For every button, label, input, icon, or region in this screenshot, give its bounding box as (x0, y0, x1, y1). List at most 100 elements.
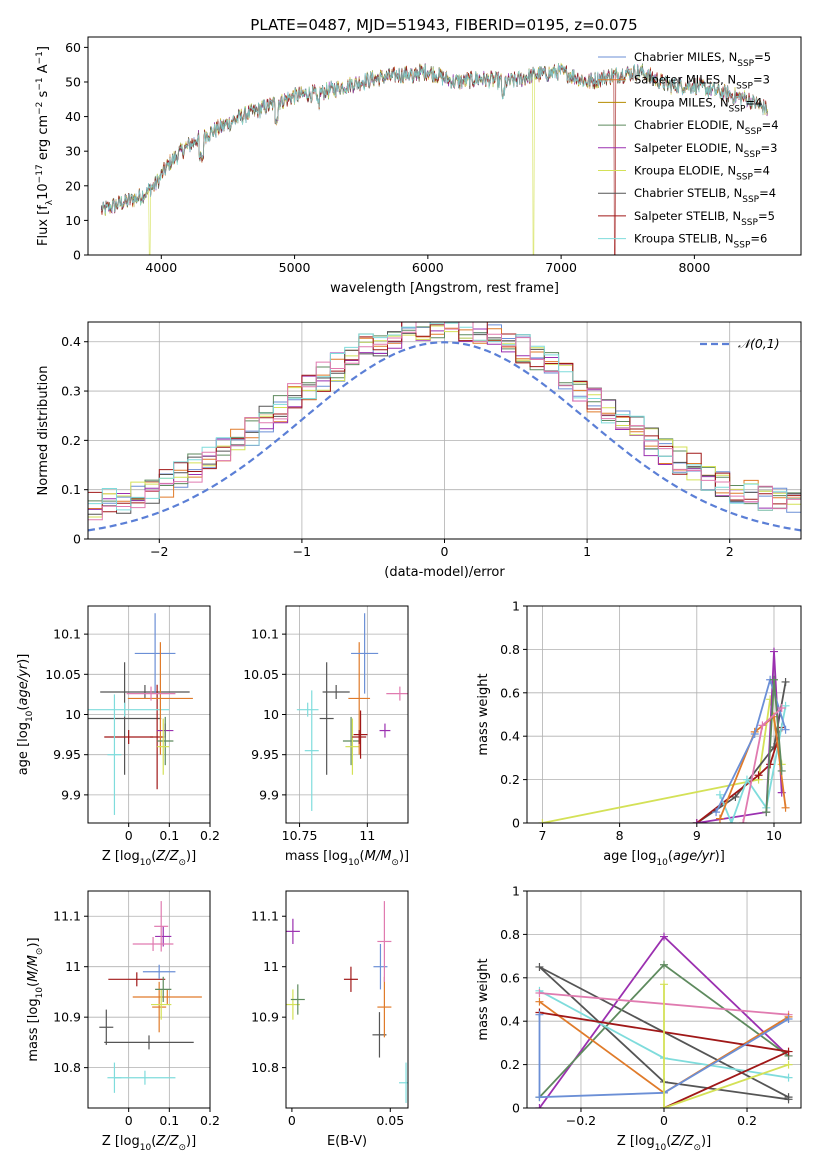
y-tick-label: 1 (512, 599, 520, 614)
x-tick-label: 0.2 (200, 1113, 220, 1128)
legend-entry: Kroupa STELIB, NSSP=6 (634, 232, 767, 251)
error-bar-point (99, 1009, 114, 1045)
mass-weight-marker (538, 819, 547, 823)
error-bar-point (88, 702, 170, 717)
mass-weight-marker (535, 1093, 544, 1102)
figure-title: PLATE=0487, MJD=51943, FIBERID=0195, z=0… (250, 16, 637, 34)
x-tick-label: 5000 (279, 260, 311, 275)
x-tick-label: 0 (660, 1113, 668, 1128)
error-bar-point (353, 710, 368, 759)
axes-frame (87, 36, 802, 256)
x-tick-label: 0 (288, 1113, 296, 1128)
plot-area (286, 901, 408, 1103)
y-axis-label: Normed distribution (36, 366, 51, 496)
mass-weight-marker (535, 1010, 544, 1019)
y-tick-label: 0.8 (500, 642, 520, 657)
x-tick-label: 0.05 (376, 1113, 404, 1128)
x-tick-label: 0.2 (737, 1113, 757, 1128)
mass-weight-marker (535, 997, 544, 1006)
mass-weight-line (542, 699, 783, 823)
error-bar-point (399, 1062, 408, 1103)
mass-weight-marker (784, 1060, 793, 1069)
error-bar-point (342, 716, 360, 766)
mass-weight-marker (777, 703, 786, 712)
mass-weight-marker (777, 766, 786, 775)
mass-weight-line (719, 705, 787, 823)
plot-area (296, 613, 408, 811)
y-axis-label: mass weight (476, 673, 491, 755)
x-axis-label: mass [log10(M/M⊙)] (285, 849, 409, 868)
mass-vs-reddening-panel: 0 0.05 10.8 10.9 11 11.1 E(B-V) (251, 890, 409, 1149)
error-bar-point (155, 976, 172, 1003)
mass-weight-line (715, 676, 787, 813)
plot-area (538, 647, 790, 823)
y-tick-label: 10 (65, 213, 81, 228)
error-bar-point (296, 702, 319, 717)
mass-weight-marker (758, 721, 767, 730)
y-tick-label: 60 (65, 40, 81, 55)
mass-weight-marker (754, 771, 763, 780)
spectrum-legend: Chabrier MILES, NSSP=5 Salpeter MILES, NS… (598, 50, 779, 251)
x-tick-label: 8000 (678, 260, 710, 275)
y-tick-label: 9.9 (259, 787, 279, 802)
mass-vs-metallicity-panel: 0 0.1 0.2 10.8 10.9 11 11.1 Z [log10(Z/Z⊙)] mass… (26, 890, 220, 1153)
y-tick-label: 10 (263, 707, 279, 722)
y-axis-label: Flux [fλ10−17 erg cm−2 s−1 A−1] (35, 46, 55, 246)
error-bar-point (286, 918, 300, 944)
axes-frame (87, 890, 211, 1109)
y-tick-label: 9.95 (53, 747, 81, 762)
error-bar-point (377, 976, 392, 1038)
legend-entry: Salpeter MILES, NSSP=3 (634, 73, 770, 92)
y-tick-label: 10.8 (251, 1060, 279, 1075)
error-bar-point (386, 686, 408, 701)
error-bar-point (377, 901, 392, 982)
x-axis-label: wavelength [Angstrom, rest frame] (330, 281, 559, 296)
x-tick-label: 1 (583, 544, 591, 559)
x-tick-label: 0 (125, 1113, 133, 1128)
plot-area (88, 613, 193, 815)
y-tick-label: 10.9 (53, 1010, 81, 1025)
y-tick-label: 30 (65, 144, 81, 159)
error-bar-point (157, 718, 170, 775)
y-tick-label: 10 (65, 707, 81, 722)
y-tick-label: 10.05 (243, 667, 279, 682)
grid (88, 606, 211, 823)
y-tick-label: 0 (73, 248, 81, 263)
error-bar-point (351, 613, 379, 694)
plot-area (100, 62, 769, 255)
mass-weight-marker (784, 1095, 793, 1104)
mass-weight-vs-metallicity-panel: −0.2 0 0.2 0 0.2 0.4 0.6 0.8 1 Z [log10(Z/Z⊙)] mas… (476, 884, 802, 1153)
x-tick-label: 6000 (412, 260, 444, 275)
mass-weight-marker (739, 819, 748, 823)
y-tick-label: 0.4 (500, 729, 520, 744)
error-bar-point (152, 981, 167, 1033)
x-tick-label: 7 (538, 828, 546, 843)
x-tick-label: 4000 (145, 260, 177, 275)
x-tick-label: 8 (616, 828, 624, 843)
legend-entry: Chabrier ELODIE, NSSP=4 (634, 118, 779, 137)
error-bar-point (126, 686, 176, 701)
mass-weight-marker (781, 701, 790, 710)
y-tick-label: 20 (65, 178, 81, 193)
mass-weight-line (663, 984, 789, 1108)
y-tick-label: 10.1 (251, 627, 279, 642)
error-bar-point (290, 984, 305, 1015)
mass-weight-marker (535, 962, 544, 971)
legend-entry: 𝒩(0,1) (738, 336, 780, 351)
grid (88, 322, 801, 540)
x-tick-label: 0.2 (200, 828, 220, 843)
legend-entry: Chabrier STELIB, NSSP=4 (634, 186, 776, 205)
error-bar-point (107, 1062, 122, 1093)
mass-weight-marker (660, 980, 668, 989)
age-vs-mass-panel: 10.75 11 9.9 9.95 10 10.05 10.1 mass [log10(M/M… (243, 605, 409, 868)
y-axis-label: mass [log10(M/M⊙)] (26, 937, 45, 1061)
histogram-series (88, 322, 801, 539)
grid (527, 605, 801, 824)
error-bar-point (345, 718, 360, 775)
y-tick-label: 0.2 (61, 433, 81, 448)
mass-weight-marker (660, 960, 668, 969)
y-tick-label: 10.9 (251, 1010, 279, 1025)
x-tick-label: 10.75 (282, 828, 318, 843)
error-bar-point (151, 989, 172, 1020)
y-tick-label: 0.1 (61, 482, 81, 497)
